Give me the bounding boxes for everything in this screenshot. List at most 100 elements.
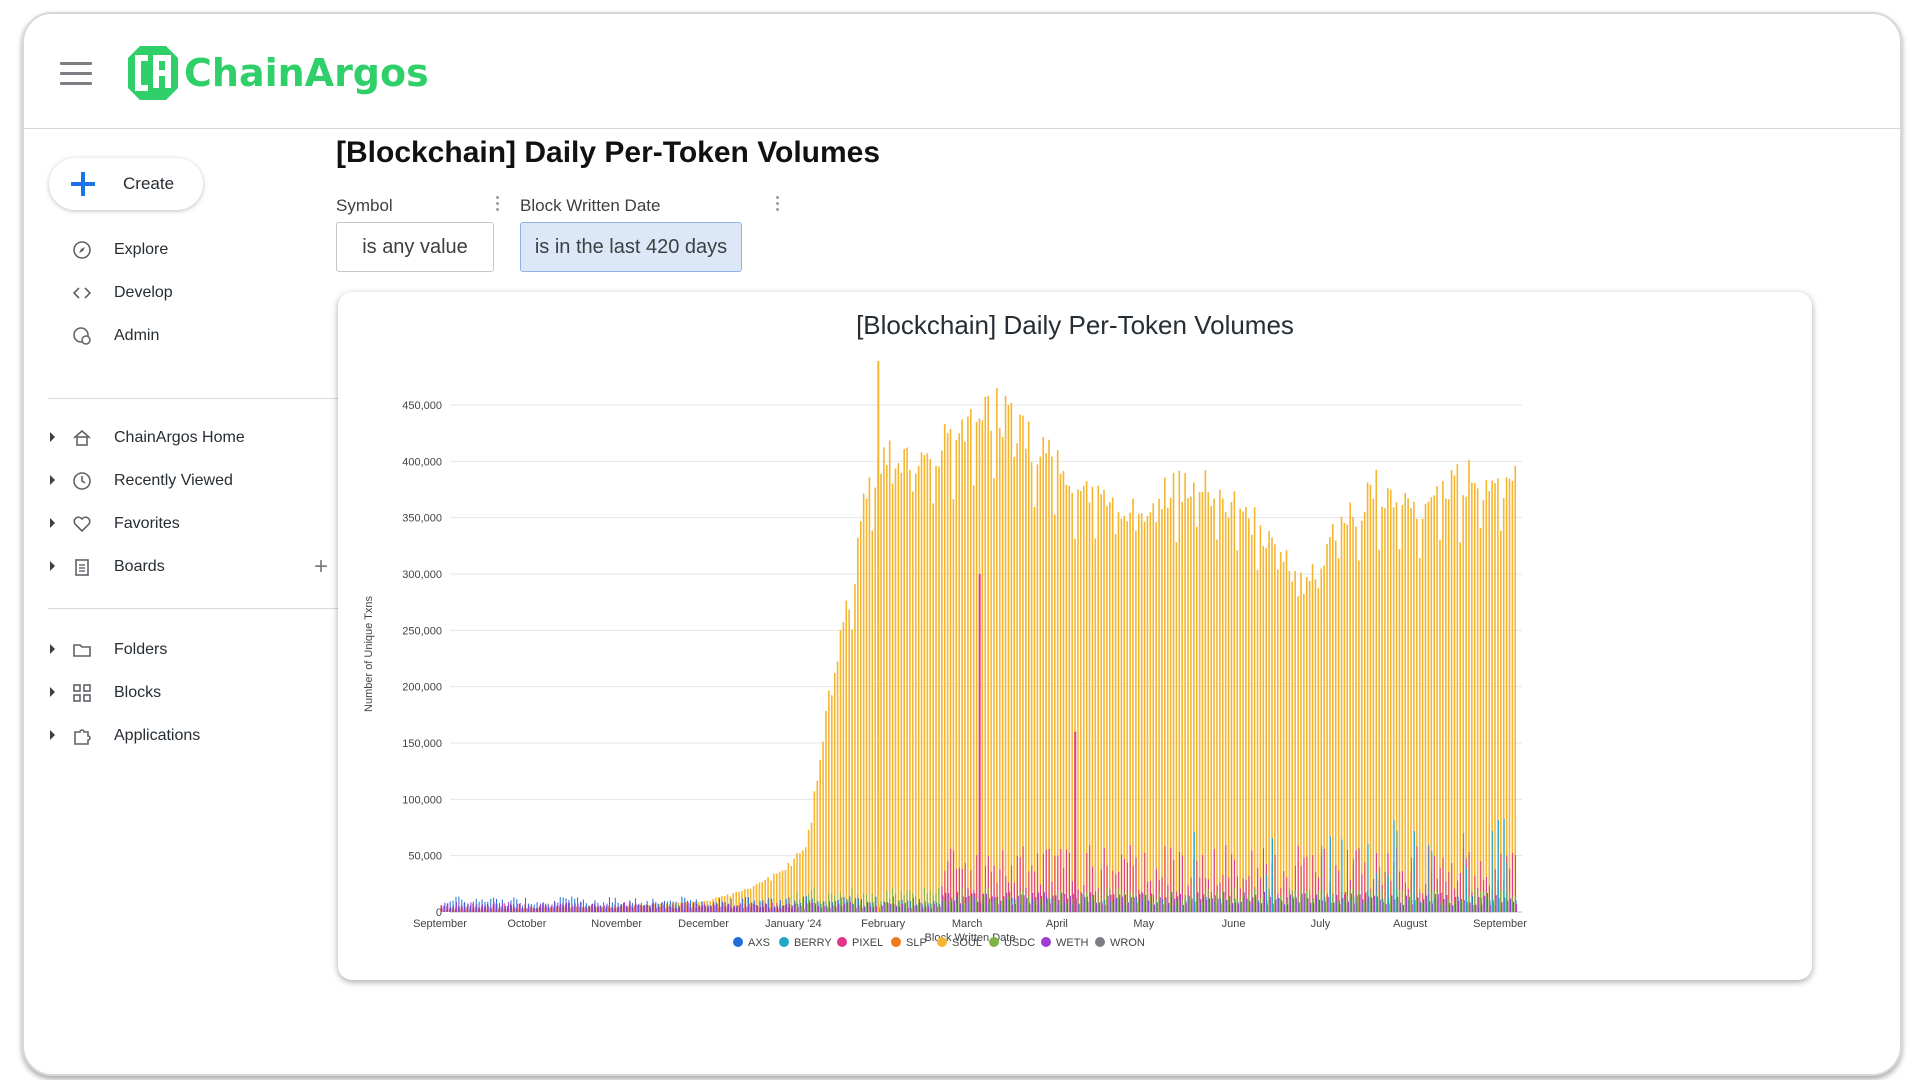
nav-admin[interactable]: Admin xyxy=(24,316,324,356)
axs-bar xyxy=(1324,896,1326,912)
usdc-bar xyxy=(1436,890,1438,912)
usdc-bar xyxy=(973,889,975,912)
soul-bar xyxy=(1236,550,1239,912)
usdc-bar xyxy=(1274,896,1276,912)
weth-bar xyxy=(959,903,961,912)
axs-bar xyxy=(516,899,518,912)
soul-bar xyxy=(1375,469,1378,912)
pixel-bar xyxy=(1054,855,1056,912)
x-tick-label: September xyxy=(413,918,467,930)
pixel-bar xyxy=(1297,845,1299,912)
expand-caret-icon[interactable] xyxy=(50,432,55,442)
soul-bar xyxy=(1259,525,1262,912)
nav-chainargos-home[interactable]: ChainArgos Home xyxy=(24,418,324,458)
nav-folders[interactable]: Folders xyxy=(24,630,324,670)
usdc-bar xyxy=(894,893,896,912)
pixel-bar xyxy=(1129,845,1131,912)
pixel-bar xyxy=(1121,854,1123,912)
soul-bar xyxy=(1137,514,1140,912)
date-filter-chip[interactable]: is in the last 420 days xyxy=(520,222,742,272)
usdc-bar xyxy=(947,892,949,912)
soul-bar xyxy=(1245,506,1247,912)
usdc-bar xyxy=(1474,889,1476,912)
soul-bar xyxy=(665,903,668,912)
soul-bar xyxy=(1427,501,1430,912)
soul-bar xyxy=(1404,493,1407,912)
symbol-filter-chip[interactable]: is any value xyxy=(336,222,494,272)
berry-bar xyxy=(1413,831,1415,912)
soul-bar xyxy=(1352,517,1354,912)
pixel-bar xyxy=(507,906,509,912)
weth-bar xyxy=(1345,891,1347,912)
weth-bar xyxy=(742,908,744,912)
usdc-bar xyxy=(1361,899,1363,912)
weth-bar xyxy=(676,908,678,912)
brand-logo[interactable]: ChainArgos xyxy=(126,42,429,104)
soul-bar xyxy=(1221,498,1224,912)
pixel-bar xyxy=(515,907,517,912)
axs-bar xyxy=(582,899,584,912)
create-button[interactable]: Create xyxy=(49,158,203,210)
weth-bar xyxy=(652,902,654,912)
weth-bar xyxy=(606,903,608,912)
soul-bar xyxy=(694,901,697,912)
soul-bar xyxy=(1166,507,1169,912)
expand-caret-icon[interactable] xyxy=(50,687,55,697)
pixel-bar xyxy=(1196,860,1198,912)
menu-icon[interactable] xyxy=(60,62,92,86)
weth-bar xyxy=(985,893,987,912)
soul-bar xyxy=(1030,462,1033,912)
soul-bar xyxy=(1132,498,1134,912)
axs-bar xyxy=(1054,899,1056,912)
filter-menu-icon[interactable] xyxy=(776,196,780,214)
weth-bar xyxy=(647,905,649,912)
weth-bar xyxy=(1081,893,1083,912)
soul-bar xyxy=(1436,486,1438,912)
nav-blocks[interactable]: Blocks xyxy=(24,673,324,713)
add-board-icon[interactable]: + xyxy=(314,553,329,580)
usdc-bar xyxy=(1453,902,1455,912)
x-tick-label: July xyxy=(1311,918,1331,930)
nav-applications[interactable]: Applications xyxy=(24,716,324,756)
usdc-bar xyxy=(1433,890,1435,912)
soul-bar xyxy=(1360,520,1363,912)
pixel-bar xyxy=(1126,862,1128,912)
nav-favorites[interactable]: Favorites xyxy=(24,504,324,544)
weth-bar xyxy=(1356,895,1358,912)
soul-bar xyxy=(949,429,952,912)
pixel-bar xyxy=(1364,862,1366,912)
usdc-bar xyxy=(1016,897,1018,912)
weth-bar xyxy=(1229,896,1231,912)
usdc-bar xyxy=(1242,894,1244,912)
expand-caret-icon[interactable] xyxy=(50,730,55,740)
nav-explore[interactable]: Explore xyxy=(24,230,324,270)
expand-caret-icon[interactable] xyxy=(50,561,55,571)
nav-boards[interactable]: Boards + xyxy=(24,547,328,587)
axs-bar xyxy=(1118,899,1120,912)
soul-bar xyxy=(842,622,845,912)
weth-bar xyxy=(496,904,498,912)
usdc-bar xyxy=(1048,899,1050,912)
expand-caret-icon[interactable] xyxy=(50,518,55,528)
weth-bar xyxy=(1365,892,1367,912)
usdc-bar xyxy=(926,893,928,912)
weth-bar xyxy=(1316,894,1318,912)
pixel-bar xyxy=(1283,871,1285,912)
soul-bar xyxy=(1497,478,1499,912)
filter-menu-icon[interactable] xyxy=(496,196,500,214)
weth-bar xyxy=(780,907,782,912)
expand-caret-icon[interactable] xyxy=(50,475,55,485)
expand-caret-icon[interactable] xyxy=(50,644,55,654)
axs-bar xyxy=(710,905,712,912)
weth-bar xyxy=(1455,896,1457,912)
weth-bar xyxy=(893,904,895,912)
soul-bar xyxy=(1088,502,1091,912)
weth-bar xyxy=(1443,899,1445,912)
weth-bar xyxy=(1362,899,1364,912)
pixel-bar xyxy=(1095,891,1097,912)
nav-develop[interactable]: Develop xyxy=(24,273,324,313)
pixel-bar xyxy=(1034,871,1036,912)
nav-recently-viewed[interactable]: Recently Viewed xyxy=(24,461,324,501)
soul-bar xyxy=(1103,489,1105,912)
weth-bar xyxy=(1478,897,1480,912)
